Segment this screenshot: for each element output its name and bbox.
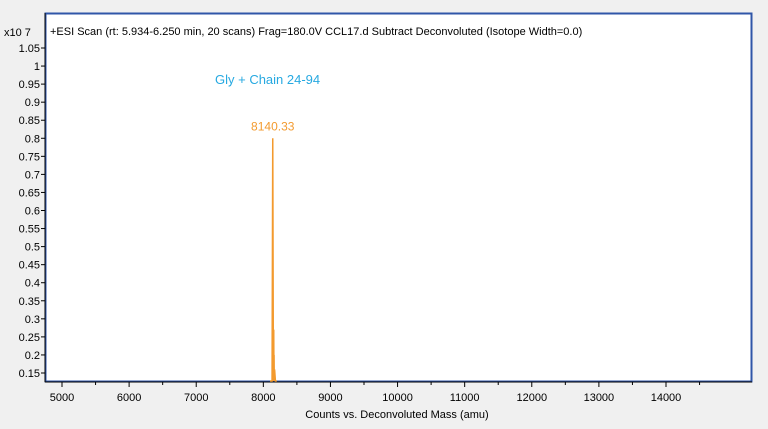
x-tick-label: 11000	[450, 392, 480, 404]
peak-label: 8140.33	[251, 119, 295, 133]
x-axis: 5000 6000 7000 8000 9000 10000 11000 12000 13000…	[45, 381, 752, 404]
y-axis: 1.05 1 0.95 0.9 0.85 0.8 0.75 0.7 0.65 0.6 0.55 0.5…	[19, 13, 46, 382]
y-tick-label: 0.45	[19, 260, 40, 272]
y-tick-label: 0.9	[25, 97, 40, 109]
x-tick-label: 10000	[382, 392, 413, 404]
y-tick-label: 1.05	[19, 43, 40, 55]
x-tick-label: 14000	[651, 392, 682, 404]
y-tick-label: 0.2	[25, 350, 40, 362]
y-tick-label: 0.35	[19, 296, 40, 308]
y-tick-label: 0.85	[19, 115, 40, 127]
y-tick-label: 0.65	[19, 187, 40, 199]
y-tick-label: 0.6	[25, 206, 40, 218]
x-tick-label: 8000	[251, 392, 275, 404]
y-tick-label: 0.3	[25, 314, 40, 326]
x-axis-label: Counts vs. Deconvoluted Mass (amu)	[305, 409, 488, 421]
x-tick-label: 7000	[184, 392, 208, 404]
x-tick-label: 12000	[516, 392, 547, 404]
chart-annotation: Gly + Chain 24-94	[215, 72, 320, 87]
y-tick-label: 0.4	[25, 278, 40, 290]
y-tick-label: 0.55	[19, 224, 40, 236]
y-tick-label: 0.95	[19, 79, 40, 91]
chart-title: +ESI Scan (rt: 5.934-6.250 min, 20 scans…	[50, 26, 582, 38]
x-tick-label: 6000	[117, 392, 141, 404]
y-tick-label: 0.7	[25, 169, 40, 181]
y-tick-label: 0.8	[25, 133, 40, 145]
y-tick-label: 1	[34, 61, 40, 73]
y-tick-label: 0.5	[25, 242, 40, 254]
x-tick-label: 9000	[318, 392, 342, 404]
y-tick-label: 0.15	[19, 368, 40, 380]
y-tick-label: 0.75	[19, 151, 40, 163]
spectrum-series-line	[270, 138, 277, 382]
x-tick-label: 13000	[584, 392, 615, 404]
plot-background	[45, 13, 752, 382]
series-layer: 8140.33	[251, 119, 295, 382]
y-tick-label: 0.25	[19, 332, 40, 344]
y-axis-multiplier: x10 7	[4, 27, 31, 39]
x-tick-label: 5000	[50, 392, 74, 404]
